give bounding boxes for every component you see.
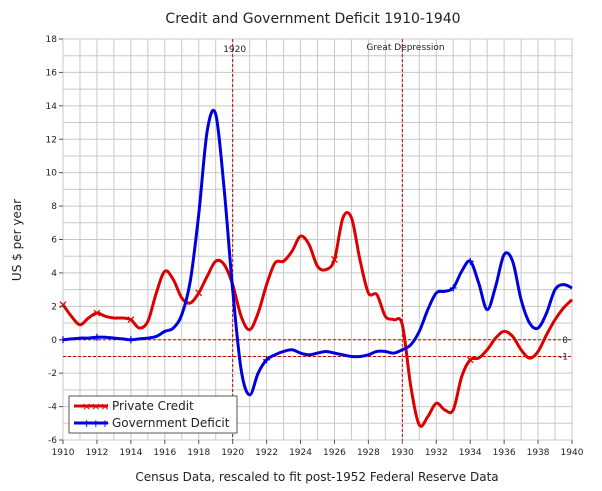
legend-label-government-deficit: Government Deficit <box>112 416 230 430</box>
x-tick-label: 1930 <box>391 448 414 458</box>
series-point-private-credit <box>127 316 135 324</box>
chart-title: Credit and Government Deficit 1910-1940 <box>165 11 460 27</box>
legend: ××× Private Credit +++ Government Defici… <box>68 395 238 434</box>
x-tick-label: 1922 <box>255 448 278 458</box>
x-tick-label: 1914 <box>119 448 142 458</box>
y-tick-label: 12 <box>46 135 57 145</box>
series-layer <box>59 108 574 428</box>
legend-marker-private-credit: ××× <box>82 400 110 413</box>
grid <box>62 38 573 441</box>
series-point-private-credit <box>93 309 101 317</box>
series-line-government-deficit <box>62 108 573 397</box>
x-tick-label: 1926 <box>323 448 346 458</box>
x-tick-label: 1938 <box>527 448 550 458</box>
x-tick-label: 1910 <box>52 448 75 458</box>
y-tick-label: 8 <box>51 202 57 212</box>
x-tick-label: 1928 <box>357 448 380 458</box>
vertical-marker-label: 1920 <box>223 45 246 55</box>
legend-label-private-credit: Private Credit <box>112 399 194 413</box>
vertical-marker-label: Great Depression <box>366 43 444 53</box>
x-tick-label: 1920 <box>221 448 244 458</box>
series-point-government-deficit <box>127 336 135 344</box>
reference-lines: 1920 Great Depression 0 -1 <box>63 39 572 440</box>
series-point-private-credit <box>331 256 338 263</box>
y-tick-label: 14 <box>46 102 58 112</box>
y-tick-label: 4 <box>51 269 57 279</box>
series-point-private-credit <box>466 356 474 364</box>
y-axis-label: US $ per year <box>10 199 24 281</box>
x-tick-label: 1936 <box>493 448 516 458</box>
y-tick-label: 16 <box>46 68 58 78</box>
y-tick-label: 18 <box>46 35 58 45</box>
y-tick-label: -6 <box>48 436 57 446</box>
x-tick-label: 1916 <box>153 448 176 458</box>
series-point-government-deficit <box>466 257 474 265</box>
x-tick-label: 1918 <box>187 448 210 458</box>
y-tick-label: 10 <box>46 169 58 179</box>
series-point-private-credit <box>195 289 203 297</box>
horizontal-marker-label: -1 <box>559 352 568 362</box>
x-tick-label: 1934 <box>459 448 482 458</box>
series-point-government-deficit <box>93 333 101 341</box>
series-point-government-deficit <box>263 356 271 364</box>
x-axis-ticks: 1910 1912 1914 1916 1918 1920 1922 1924 1926 1928… <box>52 440 584 458</box>
x-tick-label: 1940 <box>561 448 584 458</box>
series-line-private-credit <box>61 211 574 428</box>
x-tick-label: 1924 <box>289 448 312 458</box>
y-axis-ticks: -6 -4 -2 0 2 4 6 8 10 12 14 16 18 <box>46 35 63 446</box>
horizontal-marker-label: 0 <box>562 336 568 346</box>
y-tick-label: 2 <box>51 302 57 312</box>
legend-box <box>68 395 238 434</box>
legend-marker-government-deficit: +++ <box>82 417 110 430</box>
y-tick-label: -2 <box>48 369 57 379</box>
y-tick-label: 6 <box>51 236 57 246</box>
series-point-government-deficit <box>449 284 457 292</box>
y-tick-label: -4 <box>48 403 57 413</box>
x-axis-label: Census Data, rescaled to fit post-1952 F… <box>135 470 498 484</box>
plot-area: 1920 Great Depression 0 -1 <box>59 38 574 441</box>
x-tick-label: 1932 <box>425 448 448 458</box>
y-tick-label: 0 <box>51 336 57 346</box>
x-tick-label: 1912 <box>85 448 108 458</box>
